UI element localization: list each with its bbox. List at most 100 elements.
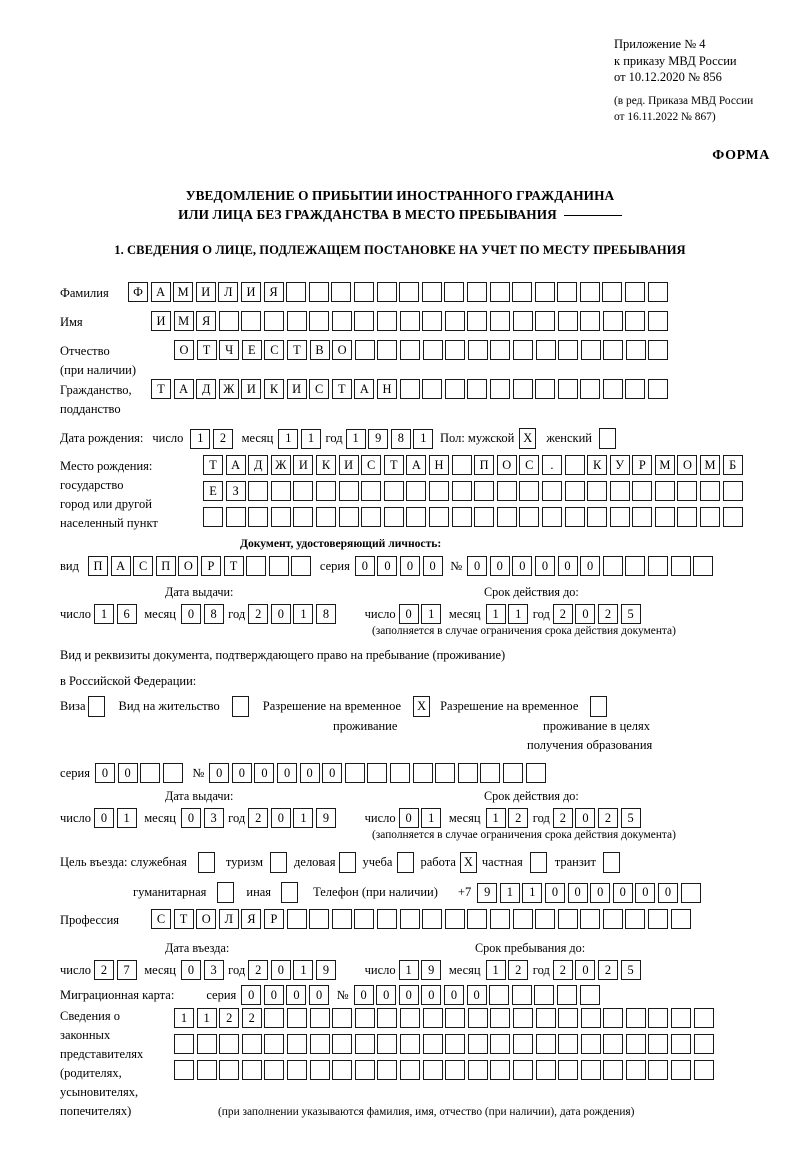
char-box[interactable]: 2 [248,604,269,624]
char-box[interactable]: 1 [485,808,506,828]
char-box[interactable]: 9 [316,960,337,980]
char-box[interactable]: 2 [552,960,573,980]
char-box[interactable]: Л [218,282,239,302]
char-box[interactable] [354,1008,375,1028]
representatives-row-3-boxes[interactable] [174,1060,714,1080]
char-box[interactable] [399,282,420,302]
purpose-work-checkbox[interactable]: X [459,852,477,873]
char-box[interactable]: В [309,340,330,360]
char-box[interactable] [490,1034,511,1054]
char-box[interactable] [693,1008,714,1028]
char-box[interactable]: 0 [534,556,555,576]
char-box[interactable] [445,340,466,360]
char-box[interactable]: 1 [485,604,506,624]
char-box[interactable]: 0 [400,556,421,576]
char-box[interactable] [648,340,669,360]
char-box[interactable]: 1 [421,808,442,828]
char-box[interactable]: А [225,455,246,475]
char-box[interactable]: Р [632,455,653,475]
char-box[interactable] [602,379,623,399]
char-box[interactable] [286,1034,307,1054]
char-box[interactable]: 1 [196,1008,217,1028]
char-box[interactable] [445,1008,466,1028]
char-box[interactable] [558,1008,579,1028]
char-box[interactable]: 3 [203,808,224,828]
char-box[interactable] [564,481,585,501]
char-box[interactable]: 2 [552,808,573,828]
char-box[interactable] [218,311,239,331]
char-box[interactable] [422,340,443,360]
char-box[interactable]: 2 [598,960,619,980]
char-box[interactable]: 0 [270,604,291,624]
char-box[interactable]: Д [196,379,217,399]
char-box[interactable]: 0 [180,604,201,624]
char-box[interactable] [263,311,284,331]
char-box[interactable] [648,909,669,929]
char-box[interactable] [541,481,562,501]
char-box[interactable] [512,1060,533,1080]
char-box[interactable]: 0 [94,763,115,783]
char-box[interactable]: С [519,455,540,475]
char-box[interactable]: 0 [590,882,611,903]
char-box[interactable] [580,311,601,331]
char-box[interactable]: 6 [116,604,137,624]
char-box[interactable]: Т [383,455,404,475]
char-box[interactable] [535,1034,556,1054]
char-box[interactable] [603,1060,624,1080]
char-box[interactable] [377,1060,398,1080]
char-box[interactable]: 0 [398,604,419,624]
char-box[interactable] [270,481,291,501]
char-box[interactable]: 0 [575,960,596,980]
char-box[interactable]: З [225,481,246,501]
char-box[interactable]: . [541,455,562,475]
char-box[interactable] [422,1034,443,1054]
char-box[interactable] [654,507,675,527]
char-box[interactable] [332,1008,353,1028]
char-box[interactable]: Б [722,455,743,475]
char-box[interactable]: 2 [508,808,529,828]
char-box[interactable] [399,311,420,331]
char-box[interactable]: 9 [421,960,442,980]
char-box[interactable]: Т [196,340,217,360]
char-box[interactable] [680,882,701,903]
char-box[interactable]: Ф [128,282,148,302]
char-box[interactable]: С [264,340,285,360]
char-box[interactable] [435,763,456,783]
char-box[interactable]: 0 [489,556,510,576]
char-box[interactable] [535,1008,556,1028]
char-box[interactable]: 1 [508,604,529,624]
char-box[interactable] [268,556,289,576]
char-box[interactable]: Я [196,311,217,331]
char-box[interactable] [648,379,669,399]
char-box[interactable] [489,311,510,331]
char-box[interactable] [383,507,404,527]
char-box[interactable] [489,985,510,1005]
char-box[interactable] [246,556,267,576]
char-box[interactable]: 2 [212,428,233,449]
char-box[interactable]: 1 [421,604,442,624]
char-box[interactable] [490,1060,511,1080]
char-box[interactable]: 0 [422,556,443,576]
char-box[interactable]: 1 [94,604,115,624]
char-box[interactable] [467,311,488,331]
char-box[interactable] [512,909,533,929]
char-box[interactable] [344,763,365,783]
representatives-row-2-boxes[interactable] [174,1034,714,1054]
char-box[interactable] [625,1008,646,1028]
char-box[interactable] [444,379,465,399]
char-box[interactable]: 3 [203,960,224,980]
char-box[interactable]: 1 [293,808,314,828]
char-box[interactable]: 2 [508,960,529,980]
char-box[interactable] [609,481,630,501]
char-box[interactable] [309,311,330,331]
char-box[interactable]: 2 [552,604,573,624]
char-box[interactable] [625,1060,646,1080]
birthplace-row-3-boxes[interactable] [203,507,743,527]
